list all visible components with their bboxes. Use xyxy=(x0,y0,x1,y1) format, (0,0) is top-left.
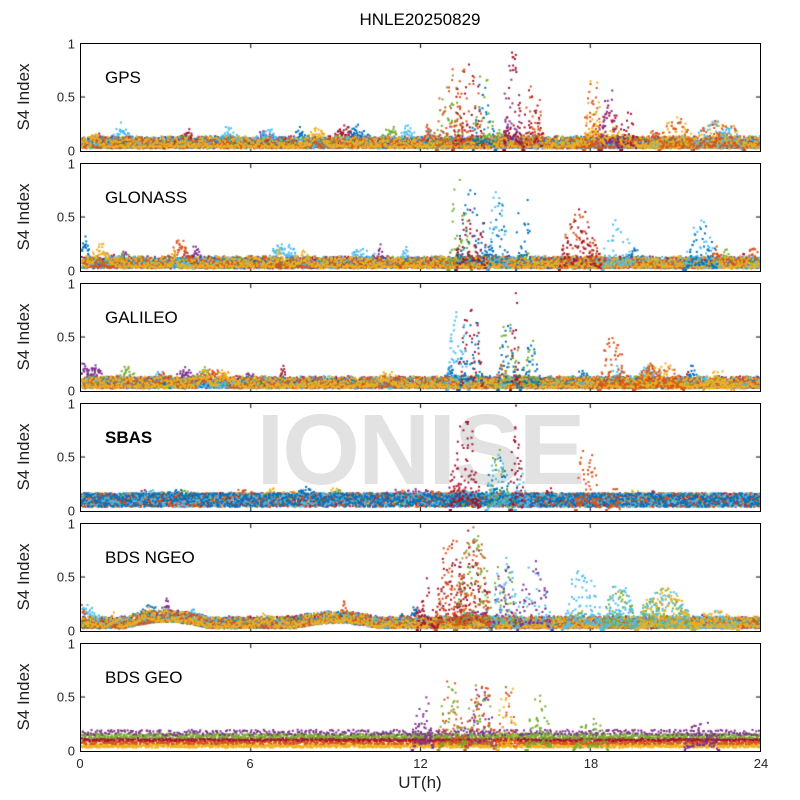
axes-box-sbas: SBAS xyxy=(80,403,761,512)
y-tick-label-0p5: 0.5 xyxy=(56,449,75,465)
panel-label-gps: GPS xyxy=(105,68,141,87)
y-tick-label-0p5: 0.5 xyxy=(56,89,75,105)
x-tick-label-6: 6 xyxy=(246,756,254,771)
panel-label-bds-ngeo: BDS NGEO xyxy=(105,548,195,567)
y-tick-label-0: 0 xyxy=(67,503,75,519)
panel-glonass: S4 Index 1 0.5 0 GLONASS xyxy=(0,157,800,279)
panel-sbas: S4 Index 1 0.5 0 SBAS xyxy=(0,397,800,519)
scatter-canvas-bds-geo xyxy=(81,644,760,751)
y-tick-label-0p5: 0.5 xyxy=(56,209,75,225)
y-tick-label-0p5: 0.5 xyxy=(56,689,75,705)
x-tick-label-12: 12 xyxy=(413,756,428,771)
scatter-canvas-bds-ngeo xyxy=(81,524,760,631)
y-tick-label-1: 1 xyxy=(67,396,75,412)
panel-label-bds-geo: BDS GEO xyxy=(105,668,183,687)
panel-bds-ngeo: S4 Index 1 0.5 0 BDS NGEO xyxy=(0,517,800,639)
panel-label-glonass: GLONASS xyxy=(105,188,188,207)
y-tick-label-0: 0 xyxy=(67,623,75,639)
axes-box-gps: GPS xyxy=(80,43,761,152)
panel-galileo: S4 Index 1 0.5 0 GALILEO xyxy=(0,277,800,399)
panel-label-sbas: SBAS xyxy=(105,428,153,447)
scatter-canvas-sbas xyxy=(81,404,760,511)
axes-box-bds-geo: BDS GEO xyxy=(80,643,761,752)
axes-box-glonass: GLONASS xyxy=(80,163,761,272)
chart-title: HNLE20250829 xyxy=(359,10,481,29)
y-tick-label-1: 1 xyxy=(67,516,75,532)
y-tick-label-0p5: 0.5 xyxy=(56,569,75,585)
x-tick-label-24: 24 xyxy=(753,756,769,771)
y-tick-label-0: 0 xyxy=(67,383,75,399)
x-axis-label: UT(h) xyxy=(398,773,442,792)
y-tick-label-1: 1 xyxy=(67,276,75,292)
panel-bds-geo: S4 Index 1 0.5 0 BDS GEO xyxy=(0,637,800,759)
panel-gps: S4 Index 1 0.5 0 GPS xyxy=(0,37,800,159)
y-tick-label-1: 1 xyxy=(67,636,75,652)
y-tick-label-0p5: 0.5 xyxy=(56,329,75,345)
y-tick-label-1: 1 xyxy=(67,156,75,172)
y-tick-label-1: 1 xyxy=(67,36,75,52)
y-tick-label-0: 0 xyxy=(67,743,75,759)
scatter-canvas-glonass xyxy=(81,164,760,271)
axes-box-bds-ngeo: BDS NGEO xyxy=(80,523,761,632)
axes-box-galileo: GALILEO xyxy=(80,283,761,392)
scatter-canvas-gps xyxy=(81,44,760,151)
y-tick-label-0: 0 xyxy=(67,143,75,159)
y-tick-label-0: 0 xyxy=(67,263,75,279)
scatter-canvas-galileo xyxy=(81,284,760,391)
x-tick-label-0: 0 xyxy=(76,756,84,771)
panel-label-galileo: GALILEO xyxy=(105,308,178,327)
x-tick-label-18: 18 xyxy=(583,756,599,771)
